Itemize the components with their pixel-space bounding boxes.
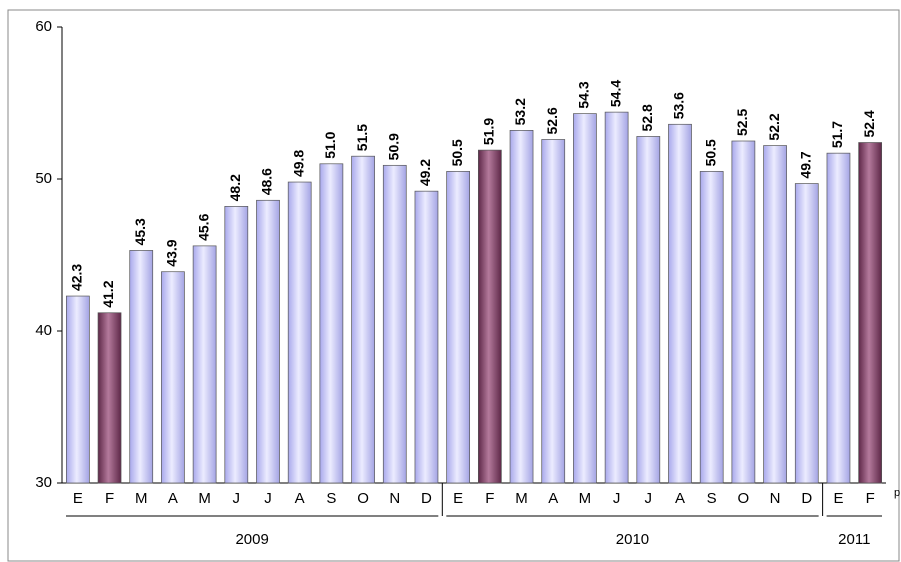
value-label: 52.8 <box>639 104 655 131</box>
bar <box>287 181 312 484</box>
value-label: 52.6 <box>544 107 560 134</box>
x-tick-label: D <box>421 490 432 507</box>
value-label: 52.4 <box>861 110 877 137</box>
y-tick-label: 50 <box>35 170 52 187</box>
bar <box>161 271 185 484</box>
x-tick-label: O <box>738 490 750 507</box>
value-label: 41.2 <box>100 280 116 307</box>
value-label: 50.5 <box>449 139 465 166</box>
value-label: 52.5 <box>734 109 750 136</box>
bar <box>573 113 597 484</box>
bar <box>256 199 280 484</box>
x-tick-label: F <box>485 490 494 507</box>
value-label: 54.4 <box>607 80 623 107</box>
note: p <box>894 487 900 499</box>
value-label: 43.9 <box>164 239 180 266</box>
x-tick-label: J <box>645 490 653 507</box>
x-tick-label: N <box>770 490 781 507</box>
bar <box>414 190 439 484</box>
value-label: 52.2 <box>766 113 782 140</box>
x-tick-label: M <box>515 490 528 507</box>
value-label: 50.5 <box>702 139 718 166</box>
x-tick-label: A <box>295 490 305 507</box>
value-label: 51.7 <box>829 121 845 148</box>
bar <box>826 152 851 484</box>
bar <box>382 164 407 484</box>
x-tick-label: E <box>453 490 463 507</box>
value-label: 53.6 <box>671 92 687 119</box>
x-tick-label: S <box>707 490 717 507</box>
x-tick-label: F <box>866 490 875 507</box>
value-label: 42.3 <box>69 264 85 291</box>
bar <box>446 171 471 484</box>
frame <box>7 9 900 562</box>
x-tick-label: M <box>198 490 211 507</box>
bar <box>699 171 724 484</box>
bar <box>351 155 375 484</box>
bar <box>668 123 692 484</box>
value-label: 45.3 <box>132 218 148 245</box>
bar <box>319 163 344 484</box>
bar <box>192 245 217 484</box>
group-label: 2011 <box>838 531 870 548</box>
x-tick-label: A <box>548 490 558 507</box>
x-tick-label: J <box>233 490 241 507</box>
value-label: 48.6 <box>259 168 275 195</box>
value-label: 50.9 <box>385 133 401 160</box>
bar <box>858 142 883 484</box>
group-label: 2010 <box>616 531 649 548</box>
x-tick-label: E <box>833 490 843 507</box>
bar <box>65 295 90 484</box>
x-tick-label: F <box>105 490 114 507</box>
x-tick-label: O <box>357 490 369 507</box>
bar <box>477 149 502 484</box>
bar <box>604 111 629 484</box>
y-tick-label: 30 <box>35 474 52 491</box>
value-label: 49.2 <box>417 159 433 186</box>
y-tick-label: 40 <box>35 322 52 339</box>
y-tick-label: 60 <box>35 18 52 35</box>
bar <box>129 250 154 484</box>
value-label: 51.5 <box>354 124 370 151</box>
value-label: 51.9 <box>481 118 497 145</box>
group-label: 2009 <box>235 531 268 548</box>
x-tick-label: D <box>801 490 812 507</box>
x-tick-label: E <box>73 490 83 507</box>
value-label: 49.7 <box>797 151 813 178</box>
value-label: 51.0 <box>322 131 338 158</box>
bar <box>97 312 122 484</box>
bar <box>224 206 249 484</box>
value-label: 48.2 <box>227 174 243 201</box>
x-tick-label: M <box>579 490 592 507</box>
x-tick-label: N <box>389 490 400 507</box>
bar <box>509 130 534 484</box>
x-tick-label: S <box>326 490 336 507</box>
x-tick-label: A <box>675 490 685 507</box>
value-label: 54.3 <box>576 81 592 108</box>
value-label: 49.8 <box>290 150 306 177</box>
bar <box>541 139 566 484</box>
x-tick-label: J <box>613 490 621 507</box>
x-tick-label: A <box>168 490 178 507</box>
value-label: 45.6 <box>195 213 211 240</box>
bar <box>763 145 787 484</box>
value-label: 53.2 <box>512 98 528 125</box>
x-tick-label: M <box>135 490 148 507</box>
bar <box>794 183 819 484</box>
bar <box>636 136 661 484</box>
bar <box>731 140 756 484</box>
x-tick-label: J <box>264 490 272 507</box>
